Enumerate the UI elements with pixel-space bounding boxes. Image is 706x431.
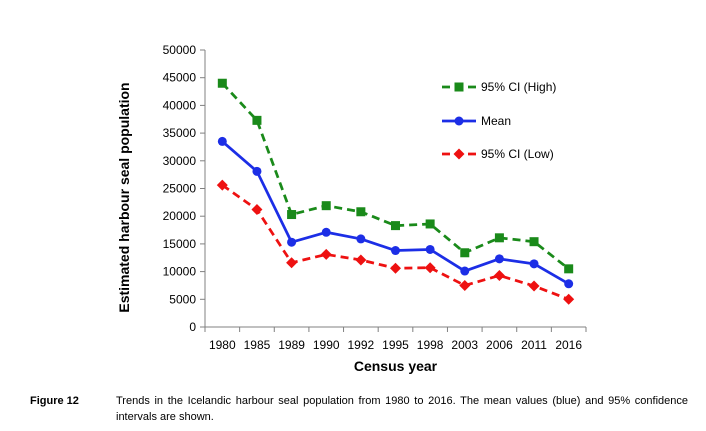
legend: 95% CI (High) Mean 95% CI (Low) [442,80,556,161]
data-point [564,279,574,289]
axes: 0 5000 10000 15000 20000 25000 30000 35000 40000… [163,43,587,352]
data-point [252,166,262,176]
y-tick-label: 25000 [163,182,197,196]
data-point [321,227,331,237]
data-point [216,179,228,191]
x-axis-title: Census year [354,358,438,374]
data-point [459,279,471,291]
data-point [390,262,401,274]
y-axis-title: Estimated harbour seal population [116,82,132,312]
legend-item: Mean [442,114,511,128]
x-tick-label: 1980 [209,338,236,352]
series-line [221,82,570,270]
x-tick-label: 2016 [555,338,582,352]
data-point [494,254,504,264]
data-point [563,293,575,305]
series-layer [216,78,575,305]
data-point [564,264,574,274]
y-tick-label: 30000 [163,154,197,168]
data-point [287,237,297,247]
data-point [286,257,298,269]
line-chart: 0 5000 10000 15000 20000 25000 30000 35000 40000… [116,43,587,374]
y-tick-label: 20000 [163,209,197,223]
y-tick-label: 5000 [169,292,196,306]
data-point [320,248,332,260]
data-point [356,234,366,244]
series-square [217,78,574,274]
data-point [251,204,263,216]
caption-label: Figure 12 [30,395,79,407]
legend-swatch-marker [454,116,464,126]
data-point [217,136,227,146]
x-tick-label: 1992 [348,338,375,352]
data-point [217,78,227,88]
data-point [460,248,470,258]
series-line [221,140,570,285]
series-diamond [216,179,575,305]
legend-label: 95% CI (High) [481,80,556,94]
data-point [425,219,435,229]
x-tick-label: 2011 [521,338,547,352]
series-circle [217,136,574,289]
legend-label: 95% CI (Low) [481,147,554,161]
y-tick-label: 35000 [163,126,197,140]
data-point [424,262,436,274]
x-tick-label: 2006 [486,338,513,352]
data-point [321,201,331,211]
x-tick-label: 1998 [417,338,444,352]
legend-label: Mean [481,114,511,128]
y-tick-label: 0 [189,320,196,334]
data-point [528,280,540,292]
legend-swatch-marker [453,148,465,160]
x-tick-label: 2003 [451,338,478,352]
data-point [287,210,297,220]
data-point [356,207,366,217]
data-point [252,115,262,125]
data-point [529,237,539,247]
data-point [494,233,504,243]
data-point [355,254,367,266]
y-tick-label: 40000 [163,98,197,112]
y-tick-label: 45000 [163,71,197,85]
y-tick-label: 50000 [163,43,197,57]
legend-item: 95% CI (Low) [442,147,554,161]
y-tick-label: 15000 [163,237,197,251]
data-point [425,244,435,254]
x-tick-label: 1985 [244,338,271,352]
legend-swatch-marker [454,82,464,92]
data-point [391,246,400,256]
x-tick-label: 1990 [313,338,340,352]
legend-item: 95% CI (High) [442,80,556,94]
x-tick-label: 1989 [278,338,305,352]
caption-text: Trends in the Icelandic harbour seal pop… [116,395,688,423]
data-point [391,221,400,231]
data-point [493,269,505,281]
data-point [460,266,470,276]
x-tick-label: 1995 [382,338,409,352]
series-line [221,184,570,301]
y-tick-label: 10000 [163,265,197,279]
data-point [529,259,539,269]
